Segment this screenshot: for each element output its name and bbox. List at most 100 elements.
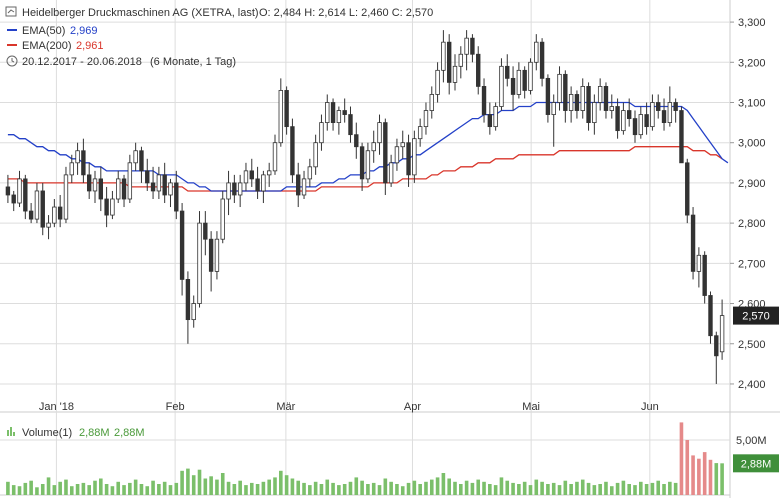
volume-bar (476, 479, 481, 495)
candle-body (586, 86, 591, 124)
candle-body (290, 126, 295, 176)
candle-body (11, 194, 16, 204)
chart-expand-icon[interactable] (5, 6, 17, 17)
volume-bar (58, 481, 62, 495)
volume-bar (662, 484, 666, 495)
volume-bar (429, 479, 434, 495)
volume-bar (395, 484, 399, 495)
volume-bar (180, 470, 184, 495)
volume-bar (23, 482, 28, 495)
volume-bar (139, 484, 144, 495)
volume-bar (238, 480, 242, 495)
volume-bar (389, 481, 393, 495)
legend-period: 20.12.2017 - 20.06.2018 (22, 56, 142, 68)
candle-body (348, 114, 353, 136)
candle-body (487, 114, 493, 128)
volume-bar (534, 479, 539, 495)
candle-body (563, 73, 568, 111)
candle-body (621, 110, 626, 132)
volume-bar (209, 476, 213, 495)
candle-body (539, 41, 545, 79)
volume-bar (191, 475, 196, 495)
legend-ema50-label: EMA(50) (22, 25, 65, 37)
volume-bar (174, 482, 179, 495)
candle-body (394, 146, 400, 164)
volume-bar (383, 478, 388, 495)
candle-body (359, 146, 365, 180)
y-tick-label: 2,900 (738, 178, 766, 190)
volume-bar (157, 484, 161, 495)
candle-body (423, 110, 429, 128)
candle-body (568, 94, 574, 111)
candle-body (232, 182, 237, 196)
candle-body (197, 222, 202, 304)
volume-bar (522, 481, 527, 495)
volume-bar (505, 480, 510, 495)
volume-bar (52, 485, 57, 495)
volume-bar (226, 481, 231, 495)
volume-bar (354, 477, 359, 495)
candle-body (719, 315, 725, 353)
candle-body (191, 303, 196, 321)
candle-body (476, 53, 481, 87)
candle-body (383, 122, 388, 184)
volume-bar (342, 484, 347, 495)
candle-body (110, 198, 115, 216)
candle-body (336, 110, 342, 124)
candle-body (34, 190, 40, 220)
candle-body (185, 279, 191, 321)
candle-body (319, 122, 324, 144)
volume-bar (331, 482, 335, 495)
candle-body (609, 106, 614, 111)
candle-body (179, 210, 185, 280)
volume-bar (35, 487, 39, 495)
volume-bar (99, 478, 103, 495)
candle-body (615, 106, 620, 132)
volume-bar (482, 481, 486, 495)
candle-body (441, 41, 446, 71)
candle-body (261, 174, 266, 192)
candle-body (522, 69, 527, 91)
candle-body (284, 90, 289, 128)
candle-body (510, 77, 516, 95)
volume-bar (615, 482, 620, 495)
candle-body (208, 238, 214, 272)
legend-ema50-value: 2,969 (70, 25, 98, 37)
candle-body (266, 170, 272, 176)
candle-body (592, 102, 597, 124)
candle-body (632, 118, 638, 136)
candle-body (371, 142, 376, 152)
volume-legend-value-1: 2,88M (79, 427, 110, 439)
volume-bar (220, 473, 225, 495)
volume-bar (488, 484, 492, 495)
volume-bar (377, 485, 382, 495)
candle-body (452, 65, 458, 83)
volume-bar (563, 480, 568, 495)
volume-bar (453, 481, 457, 495)
candle-body (603, 86, 609, 111)
ema200-line (7, 146, 723, 192)
candle-body (145, 170, 150, 184)
last-price-badge (733, 306, 779, 325)
legend-ohlc: O: 2,484 H: 2,614 L: 2,460 C: 2,570 (259, 7, 433, 19)
volume-bar (296, 480, 301, 495)
volume-bar (441, 473, 446, 495)
candle-body (139, 150, 144, 172)
volume-bar (29, 480, 33, 495)
volume-bar (17, 486, 22, 495)
volume-bar (302, 482, 306, 495)
candle-body (516, 69, 522, 95)
volume-bar (499, 477, 504, 495)
candle-body (714, 335, 719, 357)
candle-body (330, 102, 336, 124)
candle-body (551, 102, 556, 115)
volume-bar (366, 484, 370, 495)
candle-body (534, 41, 539, 63)
volume-bar (418, 484, 422, 495)
volume-bar (691, 455, 695, 495)
volume-bar (679, 422, 684, 495)
volume-bar (308, 485, 312, 495)
clock-icon (6, 55, 18, 67)
candle-body (63, 174, 69, 220)
